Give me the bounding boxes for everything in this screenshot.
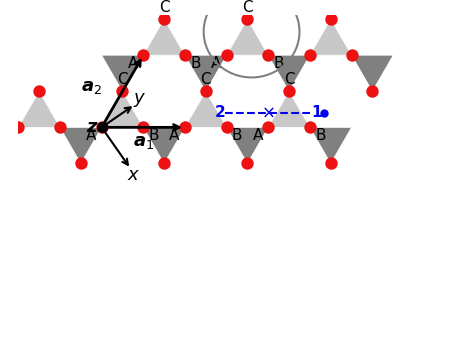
Text: B: B [273, 56, 284, 71]
Point [369, 89, 376, 94]
Polygon shape [227, 127, 268, 163]
Point [321, 110, 328, 116]
Point [244, 161, 251, 166]
Text: 1: 1 [311, 105, 321, 120]
Text: z: z [86, 118, 97, 136]
Text: A: A [86, 128, 96, 143]
Text: A: A [253, 128, 263, 143]
Point [223, 125, 230, 130]
Text: $\boldsymbol{a}_1$: $\boldsymbol{a}_1$ [133, 133, 154, 151]
Point [36, 89, 43, 94]
Polygon shape [143, 127, 185, 163]
Text: C: C [242, 0, 253, 15]
Point [160, 17, 168, 22]
Point [285, 89, 293, 94]
Point [244, 17, 251, 22]
Polygon shape [310, 19, 352, 55]
Polygon shape [143, 19, 185, 55]
Text: B: B [190, 56, 201, 71]
Point [306, 53, 314, 58]
Polygon shape [268, 91, 310, 127]
Text: x: x [128, 166, 138, 184]
Text: A: A [128, 56, 138, 71]
Text: B: B [232, 128, 242, 143]
Point [348, 53, 356, 58]
Point [264, 125, 272, 130]
Polygon shape [227, 19, 268, 55]
Text: B: B [148, 128, 159, 143]
Text: A: A [169, 128, 180, 143]
Polygon shape [310, 127, 352, 163]
Point [264, 53, 272, 58]
Polygon shape [18, 91, 60, 127]
Point [202, 89, 210, 94]
Polygon shape [101, 91, 143, 127]
Point [181, 53, 189, 58]
Point [98, 125, 105, 130]
Point [223, 53, 230, 58]
Polygon shape [101, 55, 143, 91]
Point [327, 161, 335, 166]
Text: $\times$: $\times$ [261, 104, 275, 122]
Point [160, 161, 168, 166]
Text: $\boldsymbol{a}_2$: $\boldsymbol{a}_2$ [81, 78, 101, 96]
Point [98, 125, 105, 130]
Polygon shape [185, 55, 227, 91]
Point [139, 125, 147, 130]
Point [327, 17, 335, 22]
Point [181, 125, 189, 130]
Text: A: A [211, 56, 221, 71]
Point [56, 125, 64, 130]
Point [118, 89, 126, 94]
Text: C: C [201, 72, 211, 87]
Polygon shape [60, 127, 101, 163]
Text: 2: 2 [215, 105, 226, 120]
Text: B: B [315, 128, 326, 143]
Text: y: y [134, 89, 145, 107]
Text: C: C [159, 0, 169, 15]
Point [139, 53, 147, 58]
Polygon shape [352, 55, 393, 91]
Polygon shape [185, 91, 227, 127]
Point [15, 125, 22, 130]
Text: C: C [117, 72, 128, 87]
Point [77, 161, 84, 166]
Point [306, 125, 314, 130]
Text: C: C [284, 72, 294, 87]
Polygon shape [268, 55, 310, 91]
